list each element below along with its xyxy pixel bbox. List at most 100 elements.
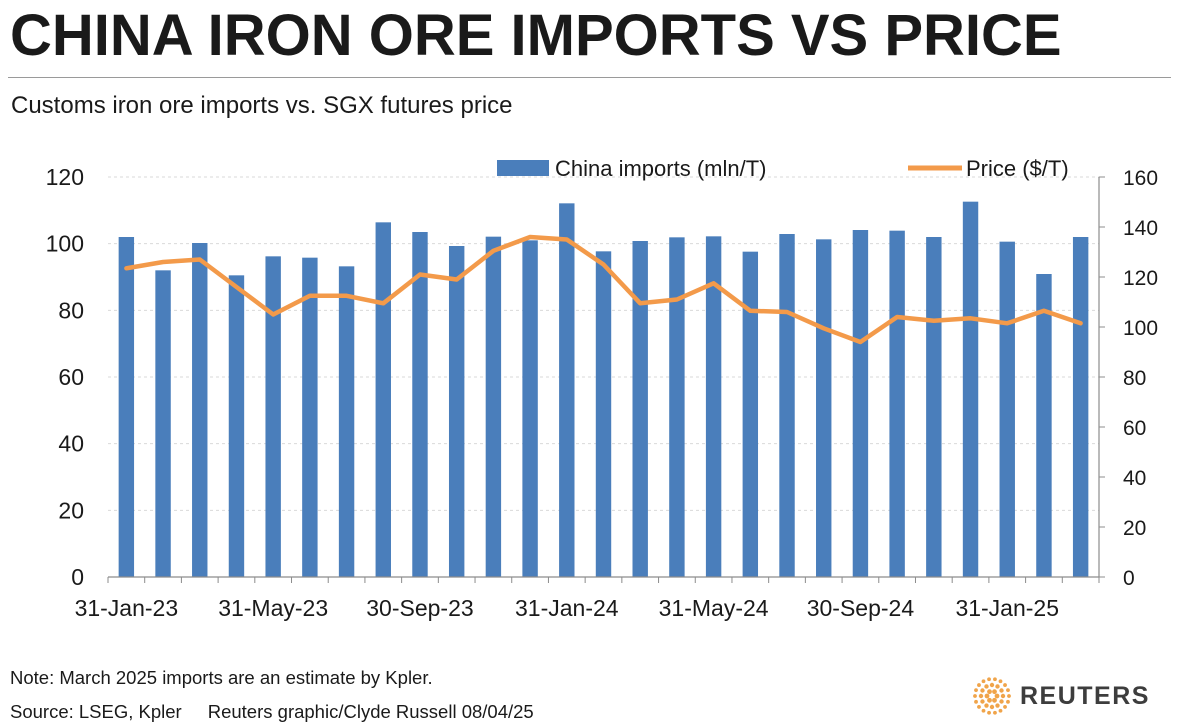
right-y-tick-label: 40 xyxy=(1123,467,1146,490)
bar-imports xyxy=(889,230,905,577)
left-y-tick-label: 120 xyxy=(46,164,84,190)
logo-dot xyxy=(980,688,985,693)
logo-dot xyxy=(995,703,1000,708)
legend-swatch-imports xyxy=(497,160,549,176)
bar-imports xyxy=(669,237,685,578)
logo-dot xyxy=(978,693,984,699)
logo-dot xyxy=(993,677,997,682)
x-tick-label: 31-May-24 xyxy=(659,595,769,621)
logo-dot xyxy=(994,693,1000,699)
bar-imports xyxy=(228,275,245,577)
legend: China imports (mln/T) Price ($/T) xyxy=(497,156,1069,181)
logo-dot xyxy=(973,694,977,698)
bar-imports xyxy=(559,203,575,578)
right-y-tick-label: 60 xyxy=(1123,417,1146,440)
logo-dot xyxy=(987,677,991,682)
left-y-tick-label: 100 xyxy=(46,231,84,257)
x-tick-label: 31-Jan-24 xyxy=(515,595,619,621)
logo-dot xyxy=(987,689,992,695)
bar-imports xyxy=(779,234,795,577)
logo-dot xyxy=(1003,683,1007,687)
logo-dot xyxy=(984,703,989,708)
bar-imports xyxy=(338,266,355,577)
logo-dot xyxy=(1003,705,1007,709)
logo-dot xyxy=(995,684,1000,689)
logo-dot xyxy=(977,683,981,687)
title-divider xyxy=(8,77,1171,78)
logo-dot xyxy=(981,708,986,713)
bar-imports xyxy=(485,236,502,577)
left-y-tick-label: 40 xyxy=(58,431,84,457)
x-tick-label: 30-Sep-24 xyxy=(807,595,915,621)
logo-dot xyxy=(984,693,990,699)
logo-dot xyxy=(989,704,995,710)
bar-imports xyxy=(192,243,208,577)
imports-bars xyxy=(118,201,1089,578)
right-y-tick-label: 0 xyxy=(1123,567,1135,590)
logo-dot xyxy=(998,679,1003,684)
combo-chart: 0 20 40 60 80 100 120 0 20 40 60 80 100 120 140 160 31… xyxy=(46,156,1158,621)
logo-dot xyxy=(974,688,978,693)
logo-dot xyxy=(987,697,992,703)
bar-imports xyxy=(962,201,979,577)
source-line: Source: LSEG, Kpler Reuters graphic/Clyde… xyxy=(10,701,534,723)
logo-dot xyxy=(977,705,981,709)
x-tick-labels: 31-Jan-23 31-May-23 30-Sep-23 31-Jan-24 31-M… xyxy=(75,595,1059,621)
bar-imports xyxy=(852,230,869,577)
legend-label-price: Price ($/T) xyxy=(966,156,1069,181)
logo-dot xyxy=(993,710,997,715)
chart-subtitle: Customs iron ore imports vs. SGX futures… xyxy=(11,92,513,119)
left-y-tick-label: 60 xyxy=(58,364,84,390)
bar-imports xyxy=(705,236,722,578)
logo-dot xyxy=(1000,693,1006,699)
right-y-tick-labels: 0 20 40 60 80 100 120 140 160 xyxy=(1123,167,1158,590)
right-y-tick-label: 20 xyxy=(1123,517,1146,540)
bar-imports xyxy=(412,232,428,577)
bar-imports xyxy=(1036,274,1052,577)
logo-dot xyxy=(981,679,986,684)
bar-imports xyxy=(448,246,465,577)
left-y-tick-label: 20 xyxy=(58,497,84,523)
reuters-logo[interactable]: REUTERS xyxy=(972,674,1150,718)
logo-dot xyxy=(999,699,1004,704)
bar-imports xyxy=(632,241,648,577)
bar-imports xyxy=(926,237,942,577)
logo-dot xyxy=(974,699,978,704)
credit-text: Reuters graphic/Clyde Russell 08/04/25 xyxy=(207,701,534,722)
logo-dot xyxy=(1006,688,1010,693)
bar-imports xyxy=(999,241,1015,577)
bar-imports xyxy=(302,257,318,577)
logo-dot xyxy=(987,710,991,715)
bar-imports xyxy=(1072,237,1089,577)
right-y-tick-label: 160 xyxy=(1123,167,1158,190)
logo-dot xyxy=(1006,699,1010,704)
logo-wordmark: REUTERS xyxy=(1020,681,1150,710)
logo-dot xyxy=(980,699,985,704)
bar-imports xyxy=(742,251,759,577)
reuters-dots-icon xyxy=(973,677,1011,715)
bar-imports xyxy=(522,240,538,578)
logo-dot xyxy=(984,684,989,689)
footnote: Note: March 2025 imports are an estimate… xyxy=(10,667,433,688)
right-y-tick-label: 100 xyxy=(1123,317,1158,340)
right-y-tick-label: 80 xyxy=(1123,367,1146,390)
logo-dot xyxy=(992,689,997,695)
bar-imports xyxy=(265,256,281,577)
bar-imports xyxy=(118,237,135,577)
right-y-tick-label: 140 xyxy=(1123,217,1158,240)
bar-imports xyxy=(595,251,612,578)
axes xyxy=(107,176,1105,583)
chart-title: CHINA IRON ORE IMPORTS VS PRICE xyxy=(10,3,1062,68)
bar-imports xyxy=(816,239,832,578)
logo-dot xyxy=(992,697,997,703)
x-tick-label: 30-Sep-23 xyxy=(366,595,473,621)
logo-dot xyxy=(998,708,1003,713)
right-y-tick-label: 120 xyxy=(1123,267,1158,290)
logo-dot xyxy=(1007,694,1011,698)
logo-dot xyxy=(989,682,995,688)
left-y-tick-label: 0 xyxy=(71,564,84,590)
logo-dot xyxy=(999,688,1004,693)
x-tick-label: 31-May-23 xyxy=(218,595,328,621)
left-y-tick-labels: 0 20 40 60 80 100 120 xyxy=(46,164,84,590)
source-text: Source: LSEG, Kpler xyxy=(10,701,182,722)
